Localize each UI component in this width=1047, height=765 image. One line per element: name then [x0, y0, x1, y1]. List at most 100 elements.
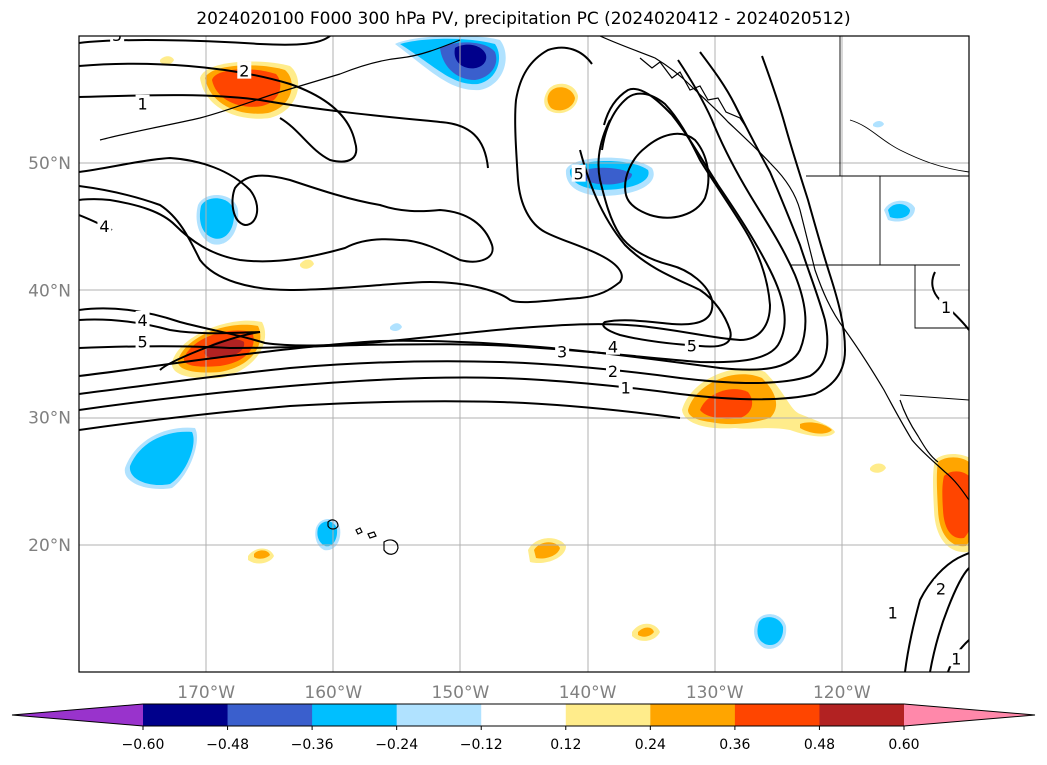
pv-contour-ridge-0 [79, 400, 681, 431]
contour-label: 1 [951, 649, 961, 668]
contour-label: 1 [137, 95, 147, 114]
pv-contour-loop-west [79, 156, 494, 263]
precipitation-shading [124, 36, 969, 649]
precip-blob-mexico-positive [933, 454, 969, 553]
pv-contours [79, 36, 969, 672]
precip-blob-gulf-alaska-negative [395, 36, 506, 91]
colorbar-tick-label: 0.12 [550, 737, 581, 753]
contour-label-bg [135, 332, 150, 350]
colorbar-tick-label: 0.36 [719, 737, 750, 753]
colorbar-tick-label: −0.48 [206, 737, 249, 753]
colorbar-tick-label: −0.36 [291, 737, 334, 753]
pv-contour-ridge-outer [79, 92, 772, 347]
contour-label-bg [237, 61, 252, 79]
contour-label-bg [97, 216, 112, 234]
coastline-baja [899, 399, 939, 463]
contour-label-bg [939, 298, 954, 316]
precip-blob-west-negative [196, 194, 239, 245]
colorbar-segment [396, 704, 482, 726]
lon-tick-label: 130°W [686, 683, 744, 703]
contour-label: 3 [557, 343, 567, 362]
colorbar-tick-label: 0.48 [804, 737, 835, 753]
contour-label-bg [949, 649, 964, 667]
pv-contour-ridge-3 [79, 59, 807, 377]
lon-tick-label: 120°W [813, 683, 871, 703]
pv-contour-ridge-2 [79, 51, 829, 395]
pv-contour-se-1 [904, 552, 969, 672]
border-state-3 [914, 265, 969, 329]
hawaii-islands [327, 519, 399, 555]
colorbar-segment [734, 704, 820, 726]
contour-label: 5 [687, 336, 697, 355]
pv-contour-western-trough [79, 46, 623, 304]
political-borders [790, 36, 969, 401]
latitude-tick-labels: 20°N 30°N 40°N 50°N [28, 154, 71, 556]
precip-blob-small-negative-south [754, 614, 787, 649]
contour-label-bg [110, 36, 125, 43]
contour-label-bg [684, 336, 699, 354]
pv-contour-ridge-1 [79, 55, 847, 411]
colorbar-tick-label: −0.12 [460, 737, 503, 753]
colorbar-tick-label: −0.24 [375, 737, 418, 753]
colorbar-tick-label: 0.24 [635, 737, 666, 753]
contour-label-bg [135, 310, 150, 328]
colorbar-segment [819, 704, 905, 726]
contour-label: 2 [936, 579, 946, 598]
contour-label: 5 [137, 333, 147, 352]
colorbar-extend-high [904, 704, 1035, 726]
colorbar-segment [143, 704, 229, 726]
lon-tick-label: 160°W [304, 683, 362, 703]
contour-label: 1 [621, 378, 631, 397]
contour-label-bg [934, 579, 949, 597]
contour-label: 1 [941, 298, 951, 317]
pv-contour-ridge-4 [79, 87, 786, 364]
contour-label: 4 [99, 217, 109, 236]
lon-tick-label: 150°W [432, 683, 490, 703]
contour-label: 2 [239, 62, 249, 81]
contour-label-bg [885, 603, 900, 621]
colorbar-segment [312, 704, 398, 726]
contour-label-bg [606, 337, 620, 355]
precip-blob-hawaii-negative [315, 519, 341, 551]
colorbar-tick-label: −0.60 [122, 737, 165, 753]
precip-blob-small-positive-3 [632, 623, 660, 641]
precip-blob-small-positive-1 [528, 538, 566, 564]
precipitation-colorbar: −0.60 −0.48 −0.36 −0.24 −0.12 0.12 0.24 0.36 0.4… [11, 703, 1036, 753]
contour-label-bg [606, 361, 620, 379]
contour-label-bg [618, 378, 633, 396]
colorbar-tick-label: 0.60 [888, 737, 919, 753]
gridlines [79, 36, 969, 672]
pv-contour-se-2 [929, 567, 969, 672]
coastlines [99, 36, 969, 555]
lat-tick-label: 50°N [28, 154, 71, 174]
precip-blob-small-positive-north [544, 83, 578, 114]
colorbar-segment [227, 704, 313, 726]
coastline-alaska-peninsula [99, 39, 461, 141]
lat-tick-label: 30°N [28, 409, 71, 429]
lat-tick-label: 40°N [28, 281, 71, 301]
contour-label-bg [571, 164, 586, 182]
contour-label: 5 [574, 165, 584, 184]
contour-label-bg [135, 94, 150, 112]
coastline-north-america [599, 36, 969, 501]
precip-blob-southwest-negative [124, 427, 198, 490]
colorbar-segment [565, 704, 651, 726]
contour-label-bg [555, 342, 570, 360]
lon-tick-label: 140°W [559, 683, 617, 703]
contour-label: 1 [888, 603, 898, 622]
contour-label: 4 [137, 311, 147, 330]
contour-label: 4 [608, 338, 618, 357]
lat-tick-label: 20°N [28, 536, 71, 556]
border-us-mexico [899, 394, 969, 401]
longitude-tick-labels: 170°W 160°W 150°W 140°W 130°W 120°W [177, 683, 871, 703]
map-frame [78, 35, 970, 673]
pv-contour-north-2 [79, 62, 358, 163]
pv-contour-north-1 [79, 94, 489, 169]
contour-label: 2 [608, 362, 618, 381]
lon-tick-label: 170°W [177, 683, 235, 703]
colorbar-segment [481, 704, 567, 726]
contour-label: 5 [112, 26, 122, 45]
